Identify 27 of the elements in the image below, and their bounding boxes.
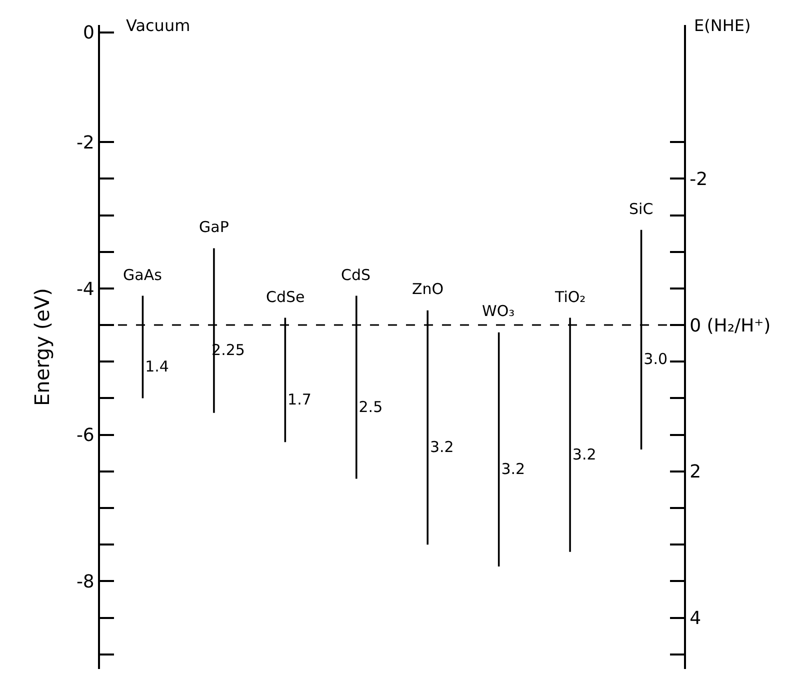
data-label: 1.7 xyxy=(258,390,312,408)
y2-tick-label: -2 xyxy=(690,168,708,190)
y2-tick-label: 2 xyxy=(690,462,702,483)
x-tick-label: GaAs xyxy=(123,266,162,284)
x-tick-label: SiC xyxy=(629,200,654,218)
data-label: 2.5 xyxy=(330,398,383,416)
y2-tick-label: 4 xyxy=(690,608,702,630)
y-tick-label: -2 xyxy=(76,132,94,154)
y2-axis-title: E(NHE) xyxy=(694,16,751,35)
y-tick-label: 0 xyxy=(82,22,94,44)
x-tick-label: ZnO xyxy=(412,280,444,298)
data-label: 3.2 xyxy=(472,460,526,478)
y-tick-label: -6 xyxy=(76,425,94,446)
x-tick-label: CdSe xyxy=(266,288,305,306)
y-axis-title: Energy (eV) xyxy=(30,288,54,406)
data-label: 3.2 xyxy=(544,445,596,464)
y-tick-label: -4 xyxy=(76,278,94,300)
y2-tick-label: 0 (H₂/H⁺) xyxy=(690,315,771,336)
data-label: 1.4 xyxy=(116,358,169,376)
x-tick-label: GaP xyxy=(199,218,229,236)
data-label: 3.2 xyxy=(401,438,454,456)
x-tick-label: TiO₂ xyxy=(554,288,586,306)
annotation: Vacuum xyxy=(126,16,190,35)
data-label: 3.0 xyxy=(615,350,668,368)
x-tick-label: CdS xyxy=(341,266,371,284)
y-tick-label: -8 xyxy=(76,571,94,592)
x-tick-label: WO₃ xyxy=(482,302,515,320)
